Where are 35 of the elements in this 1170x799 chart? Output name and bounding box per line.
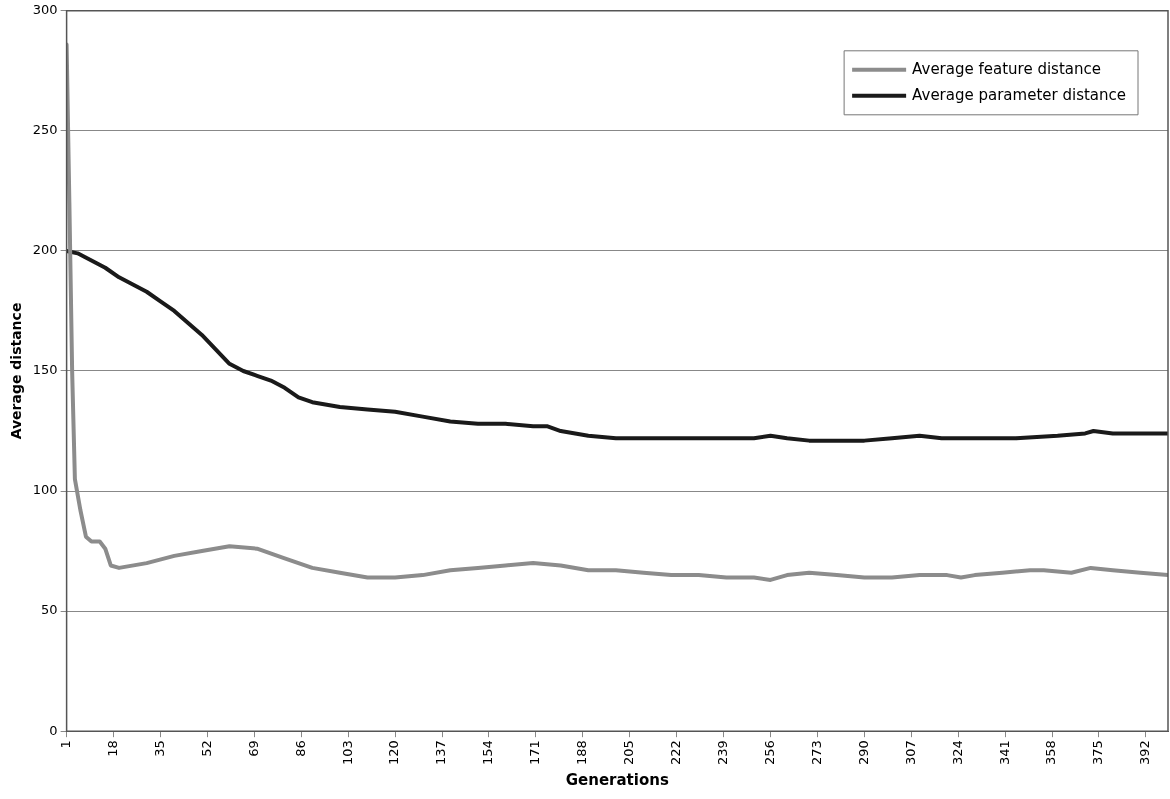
x-tick-label: 69: [245, 740, 261, 757]
x-tick-label: 273: [808, 740, 824, 766]
x-tick-label: 120: [386, 740, 402, 766]
y-tick-label: 200: [32, 242, 58, 258]
y-tick-label: 50: [41, 602, 58, 618]
y-axis-title: Average distance: [8, 302, 25, 440]
x-tick-label: 392: [1137, 740, 1153, 766]
x-tick-label: 35: [151, 740, 167, 757]
x-tick-label: 341: [996, 740, 1012, 766]
x-tick-label: 103: [339, 740, 355, 766]
x-tick-label: 171: [527, 740, 543, 766]
x-tick-label: 188: [574, 740, 590, 766]
x-tick-label: 358: [1043, 740, 1059, 766]
x-tick-label: 307: [902, 740, 918, 766]
y-tick-label: 0: [49, 722, 58, 738]
x-tick-label: 86: [292, 740, 308, 757]
legend-label: Average feature distance: [912, 59, 1101, 78]
x-tick-label: 290: [855, 740, 871, 766]
x-tick-label: 52: [198, 740, 214, 757]
x-tick-label: 222: [668, 740, 684, 766]
legend-label: Average parameter distance: [912, 85, 1127, 104]
x-tick-label: 137: [433, 740, 449, 766]
y-tick-label: 300: [32, 2, 58, 18]
x-tick-label: 324: [949, 740, 965, 766]
x-axis-title: Generations: [565, 770, 669, 789]
y-tick-label: 150: [32, 362, 58, 378]
x-tick-label: 154: [480, 740, 496, 766]
x-tick-label: 375: [1090, 740, 1106, 766]
x-tick-label: 239: [714, 740, 730, 766]
y-tick-label: 100: [32, 482, 58, 498]
x-tick-label: 256: [761, 740, 777, 766]
x-tick-label: 18: [104, 740, 120, 757]
y-tick-label: 250: [32, 122, 58, 138]
x-tick-label: 1: [57, 740, 73, 749]
x-tick-label: 205: [621, 740, 637, 766]
